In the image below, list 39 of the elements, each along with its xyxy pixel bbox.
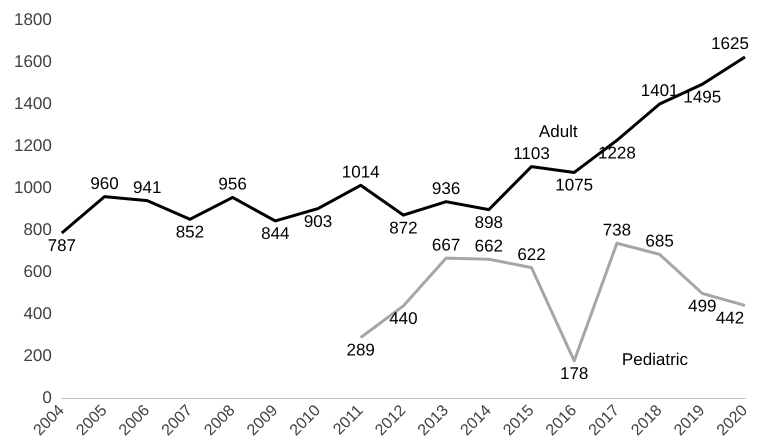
- data-label: 960: [90, 174, 119, 193]
- data-label: 941: [133, 178, 162, 197]
- data-label: 738: [602, 220, 632, 240]
- data-label: 936: [432, 178, 460, 198]
- data-label: 1014: [342, 162, 380, 182]
- data-label: 1625: [711, 34, 749, 54]
- y-tick-label: 1400: [14, 94, 52, 113]
- data-label: 662: [474, 236, 503, 256]
- data-label: 956: [218, 174, 247, 194]
- data-label: 1075: [555, 176, 594, 195]
- y-tick-label: 1200: [14, 136, 52, 155]
- data-label: 622: [517, 244, 546, 264]
- y-tick-label: 600: [23, 262, 52, 281]
- data-label: 787: [48, 236, 76, 256]
- y-tick-label: 1800: [14, 10, 52, 29]
- y-tick-label: 1000: [14, 178, 52, 197]
- data-label: 852: [176, 222, 204, 242]
- data-label: 1103: [513, 144, 550, 163]
- data-label: 442: [716, 308, 744, 328]
- y-tick-label: 400: [23, 304, 52, 323]
- y-tick-label: 0: [42, 388, 52, 407]
- data-label: 898: [474, 212, 503, 232]
- data-label: 903: [304, 212, 332, 231]
- y-tick-label: 1600: [14, 52, 52, 71]
- data-label: 289: [346, 340, 375, 360]
- data-label: 685: [645, 232, 674, 251]
- series-label: Adult: [538, 122, 578, 142]
- data-label: 1401: [640, 81, 679, 100]
- y-tick-label: 800: [23, 220, 52, 239]
- data-label: 667: [432, 235, 460, 254]
- data-label: 872: [389, 218, 418, 238]
- data-label: 844: [261, 224, 290, 244]
- data-label: 178: [560, 364, 588, 384]
- y-tick-label: 200: [23, 346, 52, 365]
- data-label: 1495: [683, 87, 722, 106]
- data-label: 499: [688, 296, 716, 316]
- data-label: 1228: [598, 144, 636, 163]
- data-label: 440: [389, 309, 418, 328]
- text: Pediatric: [622, 350, 689, 369]
